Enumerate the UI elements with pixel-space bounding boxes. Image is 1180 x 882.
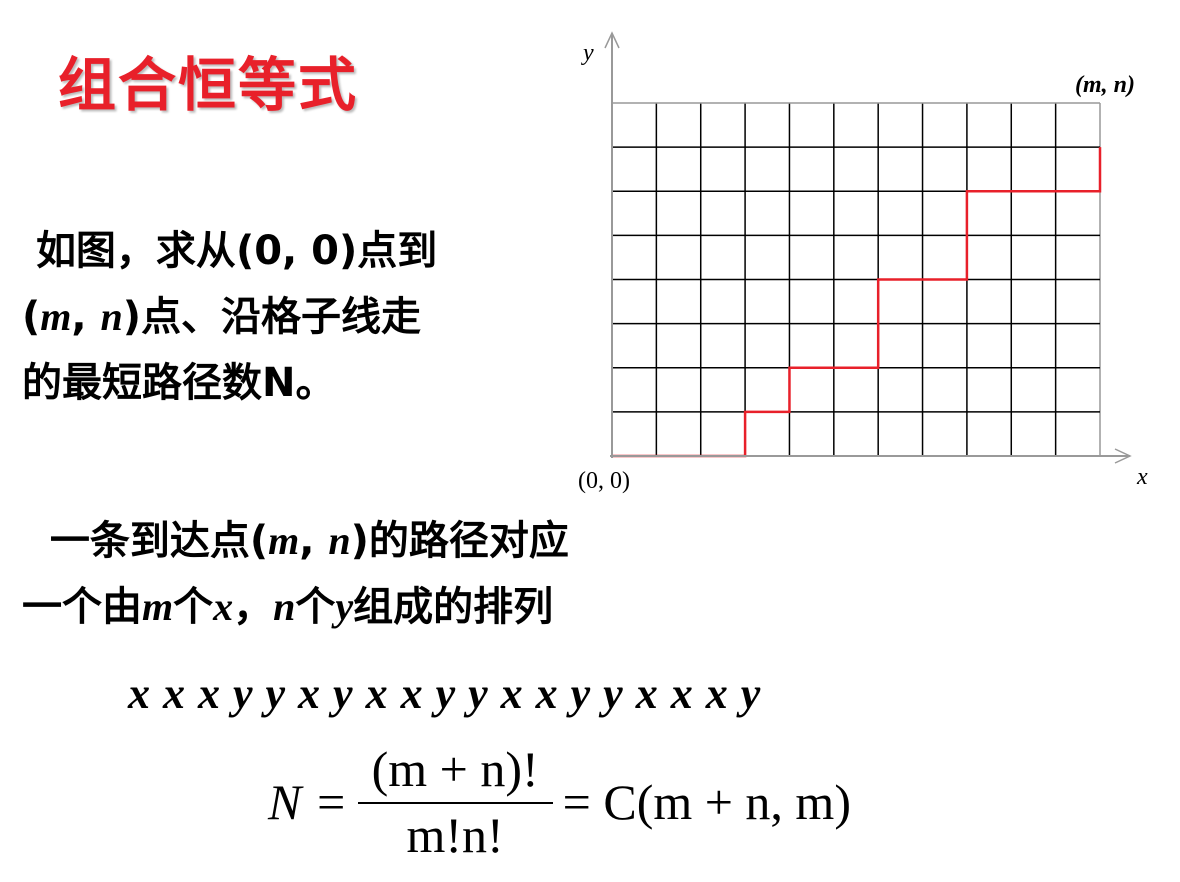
- slide-title: 组合恒等式: [58, 51, 359, 119]
- denominator: m!n!: [406, 807, 504, 863]
- explanation-text: 一条到达点(m, n)的路径对应 一个由m个x，n个y组成的排列: [22, 518, 569, 630]
- x-axis-label: x: [1136, 464, 1148, 490]
- fraction: (m + n)! m!n!: [357, 740, 553, 864]
- y-axis-arrow-icon: [604, 31, 620, 49]
- xy-sequence: x x x y y x y x x y y x x y y x x x y: [128, 669, 761, 718]
- formula: N = (m + n)! m!n! = C(m + n, m): [268, 740, 851, 864]
- problem-text: 如图，求从(0, 0)点到 (m, n)点、沿格子线走 的最短路径数N。: [22, 228, 438, 406]
- y-axis-label: y: [581, 40, 594, 66]
- red-path: [612, 147, 1102, 458]
- x-axis-arrow-icon: [1114, 448, 1132, 464]
- numerator: (m + n)!: [357, 740, 553, 804]
- origin-label: (0, 0): [578, 468, 630, 494]
- formula-lhs: N =: [268, 774, 348, 830]
- formula-rhs: = C(m + n, m): [562, 774, 851, 830]
- end-point-label: (m, n): [1075, 72, 1135, 98]
